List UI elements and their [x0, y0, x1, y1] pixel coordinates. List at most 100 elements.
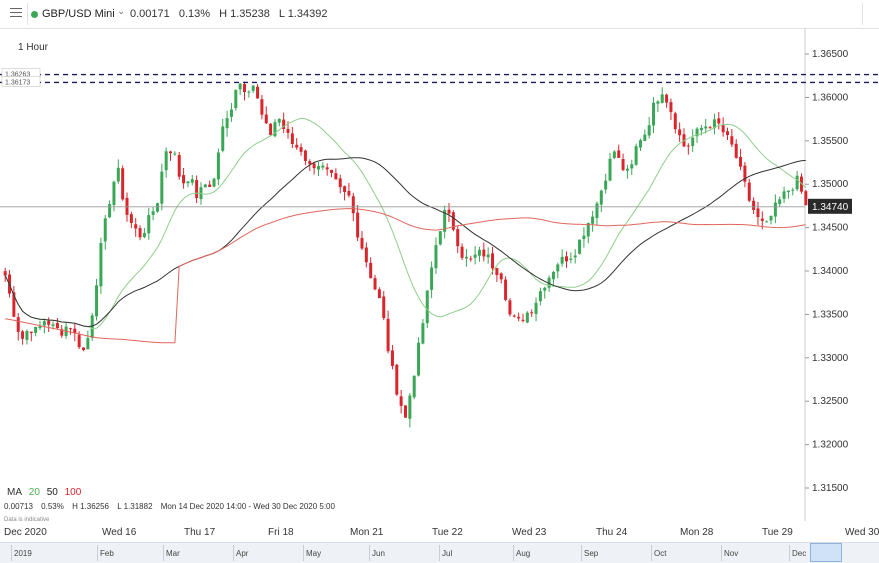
- candle-body: [395, 364, 399, 395]
- candle-body: [747, 182, 751, 201]
- navigator-tick: [513, 545, 514, 561]
- candle-body: [260, 99, 264, 115]
- navigator-tick: [11, 545, 12, 561]
- candle-body: [134, 224, 138, 229]
- candle-body: [799, 176, 803, 192]
- candle-body: [190, 179, 194, 183]
- candle-body: [82, 347, 85, 351]
- navigator-label: Feb: [100, 549, 114, 558]
- candle-body: [638, 140, 642, 148]
- time-navigator[interactable]: 2019 Feb Mar Apr May Jun Jul Aug Sep Oct Nov Dec: [0, 542, 879, 563]
- candle-body: [338, 178, 342, 188]
- candle-body: [12, 292, 16, 317]
- candle-body: [451, 212, 455, 230]
- candle-body: [377, 289, 381, 299]
- candle-body: [382, 296, 386, 318]
- candle-body: [29, 331, 33, 333]
- candle-body: [125, 197, 129, 215]
- menu-icon[interactable]: [10, 8, 22, 18]
- candle-body: [312, 163, 316, 169]
- navigator-tick: [233, 545, 234, 561]
- y-tick-label: 1.35000: [812, 179, 849, 190]
- navigator-tick: [439, 545, 440, 561]
- candle-body: [525, 312, 529, 323]
- candle-body: [356, 212, 360, 238]
- navigator-tick: [721, 545, 722, 561]
- market-status-icon: [31, 11, 38, 18]
- candle-body: [155, 203, 159, 212]
- navigator-window-handle[interactable]: [810, 543, 842, 562]
- navigator-label: Dec: [792, 549, 807, 558]
- ma50-line: [4, 157, 806, 328]
- header-low: L 1.34392: [278, 8, 328, 20]
- candle-body: [473, 254, 477, 258]
- candle-body: [112, 181, 116, 206]
- candle-body: [586, 222, 590, 237]
- header-separator: [27, 3, 28, 25]
- x-tick-label: Tue 22: [432, 527, 463, 538]
- candle-body: [256, 86, 260, 99]
- navigator-tick: [651, 545, 652, 561]
- ma20-line: [4, 117, 807, 330]
- candle-body: [556, 264, 560, 272]
- candle-body: [269, 123, 273, 136]
- ma-legend: MA 20 50 100: [7, 487, 85, 498]
- candle-body: [142, 232, 146, 238]
- navigator-label: Apr: [236, 549, 249, 558]
- x-axis: Dec 2020 Wed 16 Thu 17 Fri 18 Mon 21 Tue 22 We…: [0, 521, 879, 541]
- candle-body: [216, 152, 220, 180]
- instrument-name[interactable]: GBP/USD Mini: [42, 8, 115, 20]
- candle-body: [708, 127, 712, 129]
- candle-body: [295, 144, 299, 148]
- candle-body: [551, 271, 555, 280]
- y-tick-label: 1.33500: [812, 309, 849, 320]
- price-chart[interactable]: 1.36500 1.36000 1.35500 1.35000 1.34500 1.340…: [0, 28, 879, 521]
- x-tick-label: Wed 16: [102, 527, 137, 538]
- candle-body: [286, 128, 290, 133]
- candle-body: [243, 84, 246, 93]
- navigator-label: Jun: [372, 549, 385, 558]
- candle-body: [543, 287, 547, 291]
- candle-body: [469, 258, 473, 260]
- navigator-tick: [303, 545, 304, 561]
- ma50-legend: 50: [46, 487, 58, 498]
- navigator-label: Sep: [584, 549, 599, 558]
- candle-body: [560, 256, 564, 264]
- candle-body: [334, 173, 338, 180]
- range-high: H 1.36256: [72, 502, 109, 511]
- timeframe-label[interactable]: 1 Hour: [18, 42, 49, 53]
- candle-body: [547, 277, 551, 288]
- candle-body: [417, 342, 421, 376]
- candle-body: [656, 101, 660, 104]
- candle-body: [425, 290, 429, 324]
- header-change: 0.00171: [130, 8, 170, 20]
- candle-body: [60, 329, 64, 336]
- candle-body: [456, 229, 460, 247]
- candle-body: [782, 191, 786, 199]
- candle-body: [804, 191, 808, 206]
- candle-body: [773, 202, 777, 217]
- candle-body: [121, 168, 125, 200]
- candle-body: [116, 167, 120, 182]
- candle-body: [160, 171, 164, 204]
- y-tick-label: 1.31500: [812, 483, 849, 494]
- candle-body: [138, 228, 142, 238]
- candle-body: [90, 315, 94, 338]
- candle-body: [530, 312, 534, 314]
- ma20-legend: 20: [28, 487, 40, 498]
- y-tick-label: 1.33000: [812, 353, 849, 364]
- chevron-down-icon[interactable]: ⌄: [117, 6, 126, 17]
- candle-body: [264, 114, 268, 124]
- candle-body: [495, 268, 499, 276]
- candle-body: [347, 190, 351, 196]
- candle-body: [686, 145, 690, 147]
- candle-body: [3, 271, 7, 276]
- candle-body: [225, 118, 229, 129]
- x-tick-label: Wed 30: [845, 527, 879, 538]
- resistance-label-box: [1, 76, 41, 87]
- range-dates: Mon 14 Dec 2020 14:00 - Wed 30 Dec 2020 …: [160, 502, 335, 511]
- candle-body: [147, 215, 151, 234]
- candle-body: [42, 321, 46, 326]
- candle-body: [630, 164, 634, 169]
- candle-body: [660, 94, 664, 103]
